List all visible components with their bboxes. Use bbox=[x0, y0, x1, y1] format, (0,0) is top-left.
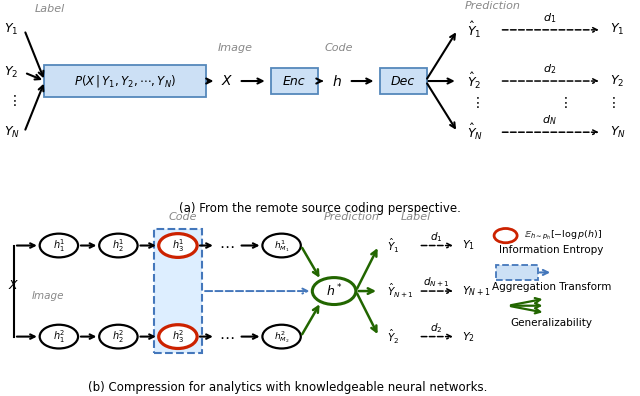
Circle shape bbox=[262, 325, 301, 348]
Circle shape bbox=[262, 234, 301, 257]
Text: $d_2$: $d_2$ bbox=[543, 62, 556, 76]
Circle shape bbox=[312, 278, 356, 305]
Circle shape bbox=[40, 325, 78, 348]
Circle shape bbox=[159, 234, 197, 257]
Text: $\hat{Y}_1$: $\hat{Y}_1$ bbox=[387, 236, 399, 255]
Text: $h$: $h$ bbox=[332, 74, 342, 89]
Text: Enc: Enc bbox=[283, 74, 306, 88]
Text: $h_{M_2}^2$: $h_{M_2}^2$ bbox=[274, 329, 289, 345]
FancyBboxPatch shape bbox=[496, 265, 538, 280]
Text: Prediction: Prediction bbox=[324, 212, 380, 222]
Text: $Y_1$: $Y_1$ bbox=[4, 22, 19, 37]
Text: $\vdots$: $\vdots$ bbox=[470, 95, 480, 110]
Text: $h_2^2$: $h_2^2$ bbox=[112, 328, 125, 345]
Text: $\hat{Y}_1$: $\hat{Y}_1$ bbox=[467, 20, 482, 40]
Text: $\cdots$: $\cdots$ bbox=[220, 329, 235, 344]
Text: $\hat{Y}_2$: $\hat{Y}_2$ bbox=[387, 327, 399, 346]
Text: (b) Compression for analytics with knowledgeable neural networks.: (b) Compression for analytics with knowl… bbox=[88, 381, 488, 394]
Text: $h_2^1$: $h_2^1$ bbox=[112, 237, 125, 254]
Text: $d_{N+1}$: $d_{N+1}$ bbox=[423, 276, 450, 289]
Text: $h_3^1$: $h_3^1$ bbox=[172, 237, 184, 254]
FancyBboxPatch shape bbox=[154, 229, 202, 353]
Text: $X$: $X$ bbox=[221, 74, 234, 88]
Circle shape bbox=[99, 325, 138, 348]
Text: $h_1^2$: $h_1^2$ bbox=[52, 328, 65, 345]
Circle shape bbox=[159, 325, 197, 348]
Text: $h_{M_1}^1$: $h_{M_1}^1$ bbox=[274, 238, 289, 253]
Text: $h^*$: $h^*$ bbox=[326, 283, 342, 299]
Text: $Y_1$: $Y_1$ bbox=[610, 22, 624, 37]
Text: Generalizability: Generalizability bbox=[511, 318, 593, 328]
Text: Aggregation Transform: Aggregation Transform bbox=[492, 282, 611, 292]
Text: Dec: Dec bbox=[391, 74, 415, 88]
Text: $\vdots$: $\vdots$ bbox=[606, 95, 616, 110]
Text: $\hat{Y}_N$: $\hat{Y}_N$ bbox=[467, 122, 483, 142]
Text: $\mathbb{E}_{h\sim p_h}[-\log p(h)]$: $\mathbb{E}_{h\sim p_h}[-\log p(h)]$ bbox=[524, 229, 602, 242]
Text: $\hat{Y}_2$: $\hat{Y}_2$ bbox=[467, 71, 481, 91]
Text: $h_3^2$: $h_3^2$ bbox=[172, 328, 184, 345]
Text: Label: Label bbox=[401, 212, 431, 222]
Text: Label: Label bbox=[35, 4, 65, 13]
Text: Image: Image bbox=[218, 43, 253, 53]
FancyBboxPatch shape bbox=[271, 68, 318, 94]
Text: Information Entropy: Information Entropy bbox=[499, 245, 604, 255]
Text: $Y_N$: $Y_N$ bbox=[4, 125, 19, 140]
Text: $X$: $X$ bbox=[8, 279, 20, 291]
Text: $Y_2$: $Y_2$ bbox=[462, 330, 475, 343]
Text: $\hat{Y}_{N+1}$: $\hat{Y}_{N+1}$ bbox=[387, 282, 413, 300]
Text: Prediction: Prediction bbox=[465, 0, 521, 11]
Text: $Y_2$: $Y_2$ bbox=[4, 65, 19, 80]
Text: $d_N$: $d_N$ bbox=[542, 113, 557, 127]
Text: Code: Code bbox=[168, 212, 196, 222]
Text: $P(X\,|\,Y_1,Y_2,\cdots,Y_N)$: $P(X\,|\,Y_1,Y_2,\cdots,Y_N)$ bbox=[74, 73, 176, 89]
Circle shape bbox=[494, 228, 517, 243]
Text: $\cdots$: $\cdots$ bbox=[220, 238, 235, 253]
Circle shape bbox=[99, 234, 138, 257]
Text: $\vdots$: $\vdots$ bbox=[6, 93, 17, 108]
FancyBboxPatch shape bbox=[380, 68, 427, 94]
Text: $Y_N$: $Y_N$ bbox=[610, 125, 626, 140]
Text: $Y_{N+1}$: $Y_{N+1}$ bbox=[462, 284, 490, 298]
Text: (a) From the remote source coding perspective.: (a) From the remote source coding perspe… bbox=[179, 202, 461, 215]
Text: $d_2$: $d_2$ bbox=[430, 321, 443, 335]
Text: $d_1$: $d_1$ bbox=[543, 11, 556, 25]
Text: $\vdots$: $\vdots$ bbox=[558, 95, 568, 110]
Text: Image: Image bbox=[32, 291, 65, 301]
Text: $h_1^1$: $h_1^1$ bbox=[52, 237, 65, 254]
FancyBboxPatch shape bbox=[44, 65, 206, 97]
Text: $Y_1$: $Y_1$ bbox=[462, 239, 475, 252]
Text: $d_1$: $d_1$ bbox=[430, 230, 443, 244]
Circle shape bbox=[40, 234, 78, 257]
Text: Code: Code bbox=[325, 43, 353, 53]
Text: $Y_2$: $Y_2$ bbox=[610, 74, 624, 89]
